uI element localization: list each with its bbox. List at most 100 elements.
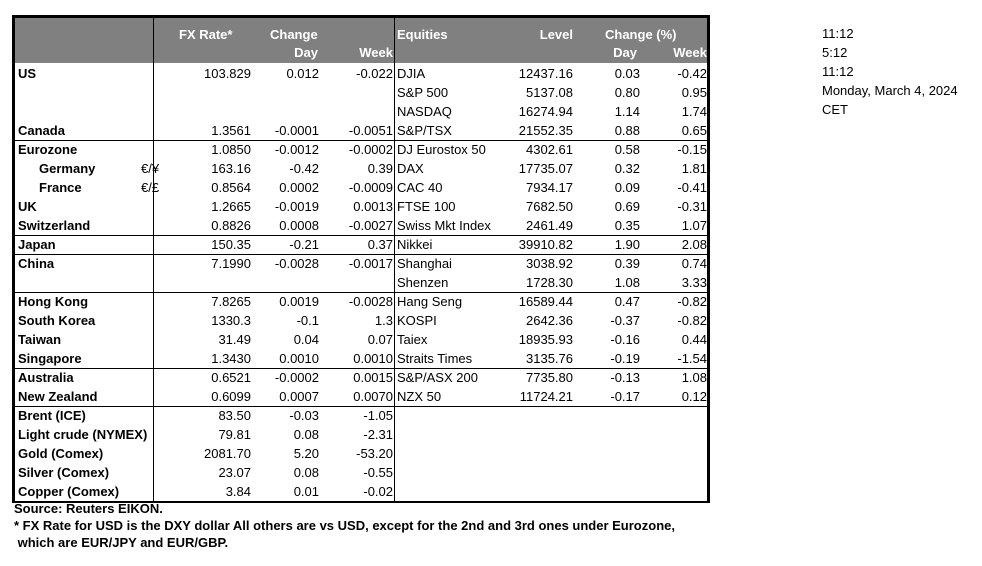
cell-eq-week: 3.33	[681, 275, 707, 290]
row-separator	[15, 406, 707, 407]
time: 11:12	[822, 64, 854, 79]
cell-eq-day: 0.80	[614, 85, 640, 100]
cell-week: -0.0027	[348, 218, 393, 233]
cell-unit: €/¥	[141, 161, 160, 176]
cell-country: Taiwan	[18, 332, 62, 347]
time: 11:12	[822, 26, 854, 41]
cell-eq-week: -0.31	[677, 199, 707, 214]
cell-eq-week: 0.95	[681, 85, 707, 100]
table-row: Singapore 1.3430 0.0010 0.0010 Straits Times…	[15, 349, 707, 368]
cell-week: 1.3	[374, 313, 393, 328]
source-note: Source: Reuters EIKON.	[14, 501, 163, 516]
cell-fx: 2081.70	[204, 446, 251, 461]
cell-fx: 163.16	[211, 161, 251, 176]
cell-fx: 1.2665	[211, 199, 251, 214]
footnote: which are EUR/JPY and EUR/GBP.	[14, 535, 229, 550]
cell-level: 3135.76	[526, 351, 573, 366]
cell-fx: 0.8826	[211, 218, 251, 233]
cell-eq-day: 0.03	[614, 66, 640, 81]
header-eq-day: Day	[613, 45, 637, 60]
cell-eq-week: -0.82	[677, 313, 707, 328]
table-row: US 103.829 0.012 -0.022 DJIA 12437.16 0.03 -0.4…	[15, 64, 707, 83]
cell-day: 0.01	[293, 484, 319, 499]
cell-country: Eurozone	[18, 142, 78, 157]
cell-fx: 103.829	[204, 66, 251, 81]
table-header: FX Rate* Change Day Week Equities Level …	[15, 18, 707, 63]
cell-fx: 0.6099	[211, 389, 251, 404]
table-row: Shenzen 1728.30 1.08 3.33	[15, 273, 707, 292]
cell-eq-day: 0.09	[614, 180, 640, 195]
header-equities: Equities	[397, 27, 448, 42]
cell-eq-day: 0.32	[614, 161, 640, 176]
cell-level: 4302.61	[526, 142, 573, 157]
cell-equity: NASDAQ	[397, 104, 452, 119]
cell-week: -0.0017	[348, 256, 393, 271]
cell-week: 0.37	[367, 237, 393, 252]
cell-day: 0.0002	[279, 180, 319, 195]
cell-level: 11724.21	[519, 389, 573, 404]
cell-eq-week: -0.15	[677, 142, 707, 157]
cell-level: 2461.49	[526, 218, 573, 233]
cell-country: Singapore	[18, 351, 82, 366]
cell-level: 1728.30	[526, 275, 573, 290]
cell-week: 0.0015	[353, 370, 393, 385]
table-row: Australia 0.6521 -0.0002 0.0015 S&P/ASX 200 7…	[15, 368, 707, 387]
cell-eq-day: 1.14	[614, 104, 640, 119]
cell-week: -0.0028	[348, 294, 393, 309]
cell-eq-day: 0.39	[614, 256, 640, 271]
column-divider	[394, 18, 395, 501]
cell-fx: 31.49	[218, 332, 251, 347]
header-fx-rate: FX Rate*	[179, 27, 233, 42]
cell-eq-week: 0.44	[681, 332, 707, 347]
table-row: Silver (Comex) 23.07 0.08 -0.55	[15, 463, 707, 482]
cell-week: 0.07	[367, 332, 393, 347]
cell-equity: KOSPI	[397, 313, 437, 328]
cell-eq-day: 0.88	[614, 123, 640, 138]
cell-eq-day: -0.16	[610, 332, 640, 347]
cell-fx: 7.1990	[211, 256, 251, 271]
date: Monday, March 4, 2024	[822, 83, 958, 98]
market-table: FX Rate* Change Day Week Equities Level …	[12, 15, 710, 503]
cell-fx: 7.8265	[211, 294, 251, 309]
cell-country: South Korea	[18, 313, 96, 328]
cell-week: -0.022	[356, 66, 393, 81]
cell-eq-week: 0.65	[681, 123, 707, 138]
cell-level: 16274.94	[518, 104, 573, 119]
table-row: UK 1.2665 -0.0019 0.0013 FTSE 100 7682.50 0.69…	[15, 197, 707, 216]
cell-eq-week: -0.82	[677, 294, 707, 309]
cell-country: Gold (Comex)	[18, 446, 104, 461]
cell-level: 7934.17	[526, 180, 573, 195]
footnote: * FX Rate for USD is the DXY dollar All …	[14, 518, 675, 533]
cell-equity: Hang Seng	[397, 294, 463, 309]
cell-eq-week: 0.12	[681, 389, 707, 404]
cell-equity: S&P 500	[397, 85, 449, 100]
cell-level: 16589.44	[518, 294, 573, 309]
table-row: NASDAQ 16274.94 1.14 1.74	[15, 102, 707, 121]
cell-eq-day: 0.35	[614, 218, 640, 233]
cell-equity: Straits Times	[397, 351, 473, 366]
table-row: China 7.1990 -0.0028 -0.0017 Shanghai 3038.92…	[15, 254, 707, 273]
cell-eq-week: 1.81	[681, 161, 707, 176]
timestamps: 11:12 5:12 11:12 Monday, March 4, 2024 C…	[822, 24, 958, 119]
cell-day: 0.0008	[279, 218, 319, 233]
cell-eq-day: 0.69	[614, 199, 640, 214]
header-week: Week	[359, 45, 393, 60]
cell-week: 0.0010	[353, 351, 393, 366]
cell-level: 2642.36	[526, 313, 573, 328]
cell-day: -0.42	[289, 161, 319, 176]
table-row: S&P 500 5137.08 0.80 0.95	[15, 83, 707, 102]
row-separator	[15, 235, 707, 236]
cell-week: -0.02	[363, 484, 393, 499]
cell-eq-week: -1.54	[677, 351, 707, 366]
cell-day: -0.21	[289, 237, 319, 252]
cell-country: New Zealand	[18, 389, 98, 404]
cell-country: Silver (Comex)	[18, 465, 110, 480]
cell-country: Brent (ICE)	[18, 408, 86, 423]
cell-level: 7682.50	[526, 199, 573, 214]
cell-fx: 0.8564	[211, 180, 251, 195]
row-separator	[15, 292, 707, 293]
cell-equity: Swiss Mkt Index	[397, 218, 491, 233]
cell-week: -0.0002	[348, 142, 393, 157]
cell-equity: DAX	[397, 161, 424, 176]
header-day: Day	[294, 45, 318, 60]
